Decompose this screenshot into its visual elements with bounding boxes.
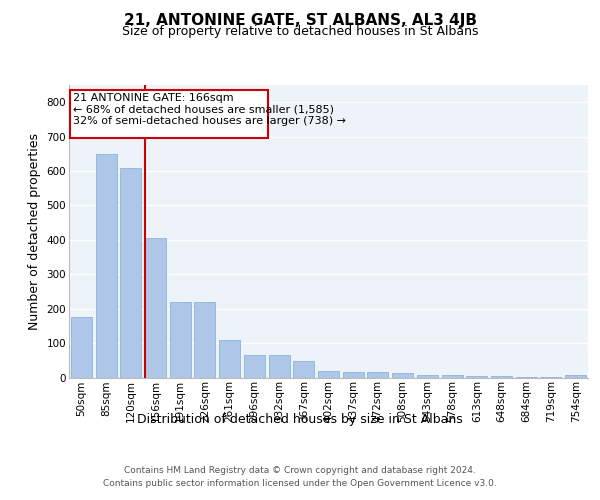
- Bar: [120, 168, 141, 378]
- Bar: [343, 372, 364, 378]
- Bar: [293, 361, 314, 378]
- Bar: [95, 154, 116, 378]
- Text: 21 ANTONINE GATE: 166sqm: 21 ANTONINE GATE: 166sqm: [73, 93, 234, 103]
- Bar: [244, 355, 265, 378]
- Bar: [71, 318, 92, 378]
- Y-axis label: Number of detached properties: Number of detached properties: [28, 132, 41, 330]
- Text: Distribution of detached houses by size in St Albans: Distribution of detached houses by size …: [137, 412, 463, 426]
- Bar: [516, 377, 537, 378]
- Bar: [565, 376, 586, 378]
- Text: Contains public sector information licensed under the Open Government Licence v3: Contains public sector information licen…: [103, 479, 497, 488]
- Bar: [417, 375, 438, 378]
- Text: 21, ANTONINE GATE, ST ALBANS, AL3 4JB: 21, ANTONINE GATE, ST ALBANS, AL3 4JB: [124, 12, 476, 28]
- Bar: [466, 376, 487, 378]
- Text: Size of property relative to detached houses in St Albans: Size of property relative to detached ho…: [122, 25, 478, 38]
- FancyBboxPatch shape: [70, 90, 268, 138]
- Bar: [491, 376, 512, 378]
- Text: Contains HM Land Registry data © Crown copyright and database right 2024.: Contains HM Land Registry data © Crown c…: [124, 466, 476, 475]
- Bar: [194, 302, 215, 378]
- Bar: [318, 370, 339, 378]
- Bar: [269, 355, 290, 378]
- Bar: [219, 340, 240, 378]
- Bar: [541, 377, 562, 378]
- Text: ← 68% of detached houses are smaller (1,585): ← 68% of detached houses are smaller (1,…: [73, 104, 334, 115]
- Bar: [145, 238, 166, 378]
- Bar: [442, 375, 463, 378]
- Text: 32% of semi-detached houses are larger (738) →: 32% of semi-detached houses are larger (…: [73, 116, 346, 126]
- Bar: [367, 372, 388, 378]
- Bar: [170, 302, 191, 378]
- Bar: [392, 374, 413, 378]
